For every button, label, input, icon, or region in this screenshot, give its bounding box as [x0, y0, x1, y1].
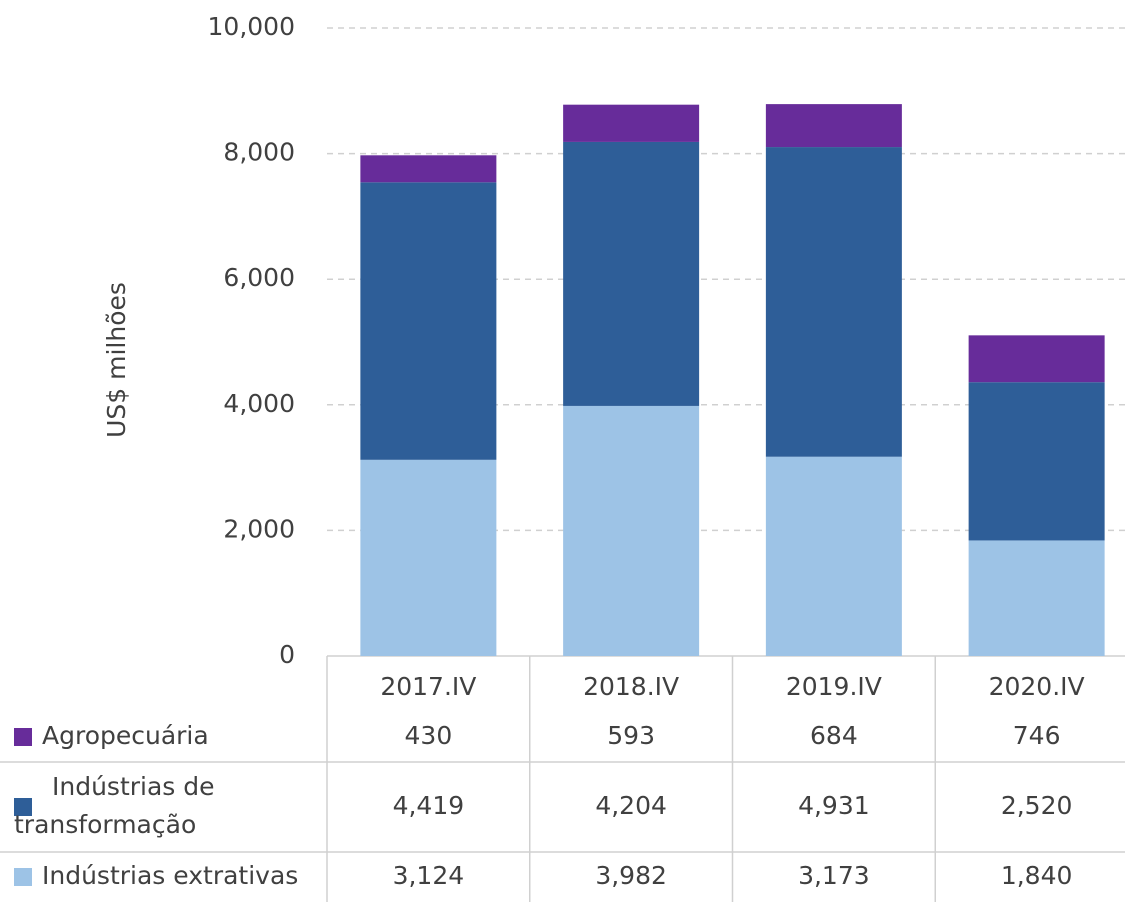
- y-tick-label: 2,000: [223, 514, 295, 543]
- bar-segment: [968, 382, 1105, 541]
- table-value: 746: [1013, 721, 1061, 750]
- bar-segment: [563, 104, 700, 142]
- y-axis-label: US$ milhões: [102, 282, 131, 438]
- bar-segment: [765, 104, 902, 148]
- y-tick-label: 0: [279, 640, 295, 669]
- legend-swatch: [14, 868, 32, 886]
- table-value: 2,520: [1001, 791, 1073, 820]
- legend-label: Agropecuária: [42, 721, 209, 750]
- legend-label-line: transformação: [14, 810, 196, 839]
- table-value: 3,982: [595, 861, 667, 890]
- table-value: 430: [405, 721, 453, 750]
- bar-segment: [360, 155, 497, 183]
- bar-segment: [968, 335, 1105, 383]
- bar-segment: [563, 405, 700, 656]
- bar-segment: [563, 141, 700, 406]
- table-value: 4,419: [393, 791, 465, 820]
- x-tick-label: 2020.IV: [989, 672, 1085, 701]
- x-tick-label: 2017.IV: [380, 672, 476, 701]
- legend-label: Indústrias extrativas: [42, 861, 298, 890]
- x-tick-label: 2018.IV: [583, 672, 679, 701]
- y-tick-label: 8,000: [223, 138, 295, 167]
- x-tick-label: 2019.IV: [786, 672, 882, 701]
- table-value: 3,173: [798, 861, 870, 890]
- table-value: 4,931: [798, 791, 870, 820]
- table-value: 3,124: [393, 861, 465, 890]
- legend-label: Indústrias de transformação: [14, 772, 222, 839]
- table-value: 684: [810, 721, 858, 750]
- table-value: 593: [607, 721, 655, 750]
- y-tick-label: 10,000: [208, 12, 295, 41]
- legend-swatch: [14, 798, 32, 816]
- legend-label-line: Indústrias de: [52, 772, 222, 801]
- bar-segment: [765, 456, 902, 656]
- bar-segment: [360, 182, 497, 460]
- bar-segment: [360, 459, 497, 656]
- bar-segment: [968, 540, 1105, 656]
- table-value: 4,204: [595, 791, 667, 820]
- bar-segment: [765, 147, 902, 457]
- table-value: 1,840: [1001, 861, 1073, 890]
- y-tick-label: 4,000: [223, 389, 295, 418]
- y-tick-label: 6,000: [223, 263, 295, 292]
- legend-swatch: [14, 728, 32, 746]
